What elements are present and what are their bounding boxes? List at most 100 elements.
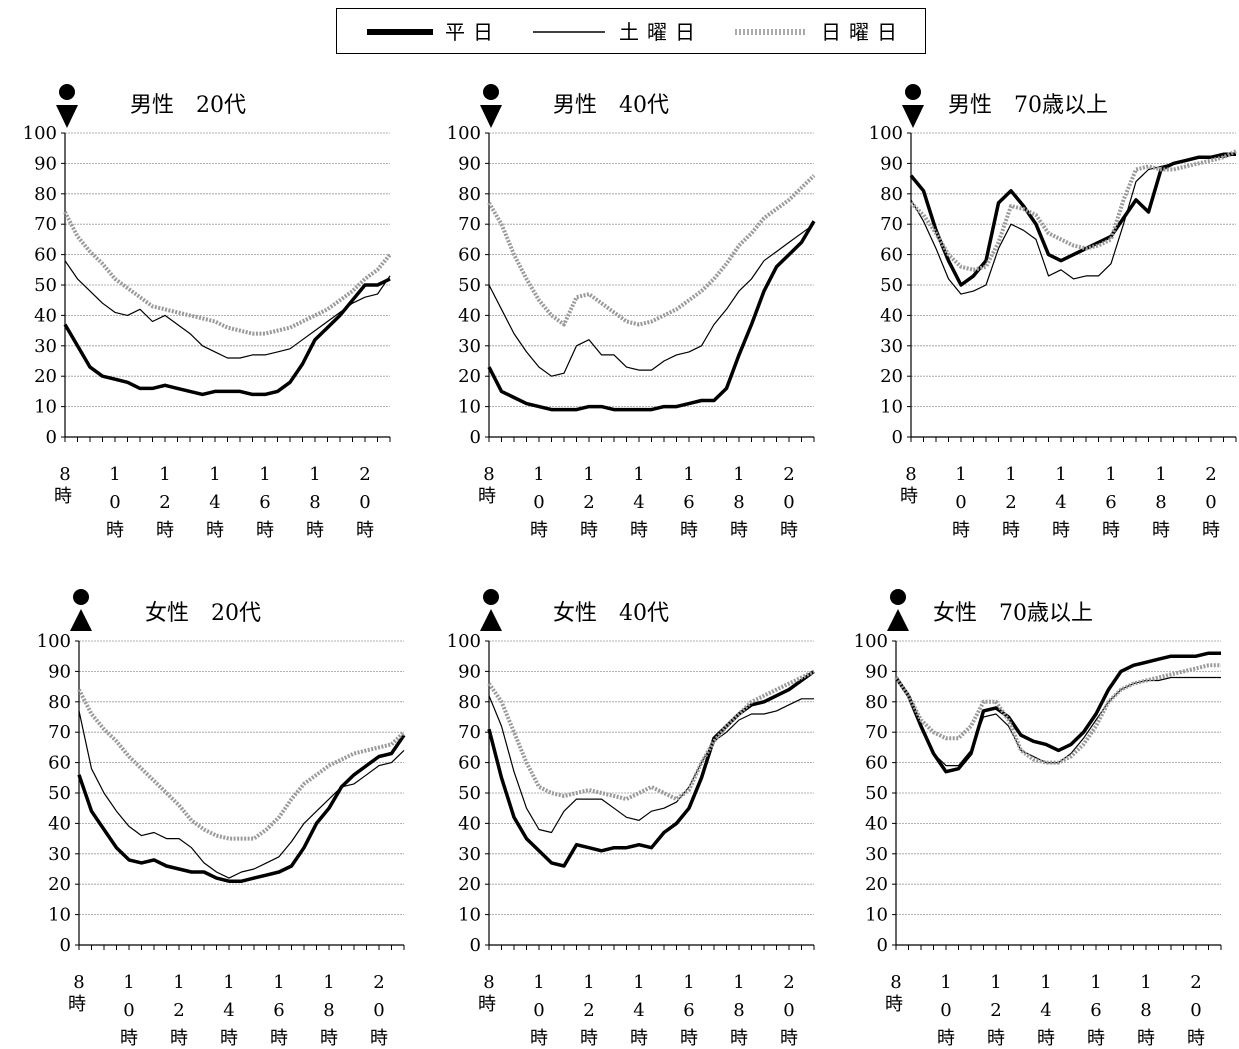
x-tick-label: 1 bbox=[1090, 972, 1101, 993]
series-line-weekday bbox=[487, 220, 816, 412]
y-tick-label: 90 bbox=[48, 661, 71, 682]
y-tick-label: 0 bbox=[60, 935, 71, 956]
y-tick-label: 60 bbox=[458, 753, 481, 774]
x-tick-label: 時 bbox=[1087, 1028, 1105, 1049]
x-tick-label: 8 bbox=[733, 1000, 744, 1021]
y-tick-label: 100 bbox=[23, 123, 57, 144]
y-tick-label: 10 bbox=[34, 397, 57, 418]
y-tick-label: 30 bbox=[48, 844, 71, 865]
series-line-saturday bbox=[895, 676, 1221, 767]
y-tick-label: 60 bbox=[34, 245, 57, 266]
x-tick-label: 0 bbox=[783, 1000, 794, 1021]
y-tick-label: 50 bbox=[34, 275, 57, 296]
x-tick-label: 4 bbox=[1055, 492, 1066, 513]
x-tick-label: 0 bbox=[783, 492, 794, 513]
x-tick-label: 1 bbox=[733, 972, 744, 993]
x-tick-label: 1 bbox=[223, 972, 234, 993]
x-tick-label: 2 bbox=[159, 492, 170, 513]
male-icon bbox=[902, 84, 924, 128]
x-tick-label: 0 bbox=[359, 492, 370, 513]
x-tick-label: 2 bbox=[583, 492, 594, 513]
male-icon bbox=[480, 84, 502, 128]
x-tick-label: 時 bbox=[680, 1028, 698, 1049]
x-tick-label: 時 bbox=[680, 520, 698, 541]
series-line-sunday bbox=[487, 669, 815, 802]
x-tick-label: 1 bbox=[990, 972, 1001, 993]
series-line-saturday bbox=[910, 153, 1237, 295]
female-icon bbox=[887, 589, 909, 631]
y-tick-label: 90 bbox=[458, 153, 481, 174]
x-tick-label: 時 bbox=[1102, 520, 1120, 541]
series-line-sunday bbox=[909, 149, 1237, 272]
y-tick-label: 40 bbox=[48, 813, 71, 834]
x-tick-label: 時 bbox=[987, 1028, 1005, 1049]
series-line-sunday bbox=[487, 174, 816, 327]
y-tick-label: 10 bbox=[458, 397, 481, 418]
x-tick-label: 6 bbox=[1090, 1000, 1101, 1021]
x-tick-label: 4 bbox=[1040, 1000, 1051, 1021]
chart-title: 男性 20代 bbox=[130, 93, 246, 118]
y-tick-label: 10 bbox=[48, 905, 71, 926]
chart-panel: 10090807060504030201008時10時12時14時16時18時2… bbox=[447, 589, 816, 1049]
x-tick-label: 時 bbox=[478, 994, 496, 1015]
chart-panel: 10090807060504030201008時10時12時14時16時18時2… bbox=[854, 589, 1222, 1049]
y-tick-label: 60 bbox=[865, 753, 888, 774]
x-tick-label: 6 bbox=[683, 1000, 694, 1021]
x-tick-label: 1 bbox=[733, 464, 744, 485]
x-tick-label: 1 bbox=[940, 972, 951, 993]
x-tick-label: 2 bbox=[990, 1000, 1001, 1021]
y-tick-label: 0 bbox=[470, 935, 481, 956]
x-tick-label: 4 bbox=[633, 1000, 644, 1021]
series-line-weekday bbox=[487, 669, 816, 868]
y-tick-label: 90 bbox=[865, 661, 888, 682]
x-tick-label: 2 bbox=[1190, 972, 1201, 993]
y-tick-label: 30 bbox=[880, 336, 903, 357]
series-line-saturday bbox=[78, 710, 405, 879]
y-tick-label: 40 bbox=[34, 305, 57, 326]
chart-panel: 10090807060504030201008時10時12時14時16時18時2… bbox=[447, 84, 816, 541]
y-tick-label: 50 bbox=[880, 275, 903, 296]
x-tick-label: 時 bbox=[730, 520, 748, 541]
x-tick-label: 1 bbox=[533, 464, 544, 485]
chart-title: 男性 70歳以上 bbox=[948, 93, 1108, 118]
x-tick-label: 1 bbox=[1105, 464, 1116, 485]
y-tick-label: 80 bbox=[865, 692, 888, 713]
x-tick-label: 時 bbox=[580, 520, 598, 541]
y-tick-label: 100 bbox=[854, 631, 888, 652]
series-line-saturday bbox=[488, 223, 815, 377]
x-tick-label: 時 bbox=[306, 520, 324, 541]
x-tick-label: 8 bbox=[905, 464, 916, 485]
x-tick-label: 時 bbox=[54, 486, 72, 507]
y-tick-label: 50 bbox=[865, 783, 888, 804]
x-tick-label: 時 bbox=[68, 994, 86, 1015]
y-tick-label: 10 bbox=[880, 397, 903, 418]
y-tick-label: 20 bbox=[865, 874, 888, 895]
chart-title: 女性 20代 bbox=[145, 601, 261, 626]
x-tick-label: 6 bbox=[683, 492, 694, 513]
y-tick-label: 0 bbox=[892, 427, 903, 448]
x-tick-label: 時 bbox=[952, 520, 970, 541]
x-tick-label: 0 bbox=[1205, 492, 1216, 513]
x-tick-label: 2 bbox=[1005, 492, 1016, 513]
x-tick-label: 時 bbox=[780, 1028, 798, 1049]
y-tick-label: 0 bbox=[877, 935, 888, 956]
x-tick-label: 時 bbox=[1202, 520, 1220, 541]
x-tick-label: 1 bbox=[1040, 972, 1051, 993]
x-tick-label: 4 bbox=[223, 1000, 234, 1021]
x-tick-label: 時 bbox=[1187, 1028, 1205, 1049]
x-tick-label: 時 bbox=[270, 1028, 288, 1049]
y-tick-label: 40 bbox=[880, 305, 903, 326]
x-tick-label: 6 bbox=[259, 492, 270, 513]
x-tick-label: 時 bbox=[478, 486, 496, 507]
y-tick-label: 30 bbox=[34, 336, 57, 357]
y-tick-label: 60 bbox=[48, 753, 71, 774]
y-tick-label: 80 bbox=[880, 184, 903, 205]
x-tick-label: 2 bbox=[1205, 464, 1216, 485]
x-tick-label: 1 bbox=[323, 972, 334, 993]
x-tick-label: 時 bbox=[106, 520, 124, 541]
y-tick-label: 80 bbox=[458, 692, 481, 713]
y-tick-label: 20 bbox=[458, 874, 481, 895]
chart-panel: 10090807060504030201008時10時12時14時16時18時2… bbox=[869, 84, 1237, 541]
y-tick-label: 70 bbox=[458, 722, 481, 743]
